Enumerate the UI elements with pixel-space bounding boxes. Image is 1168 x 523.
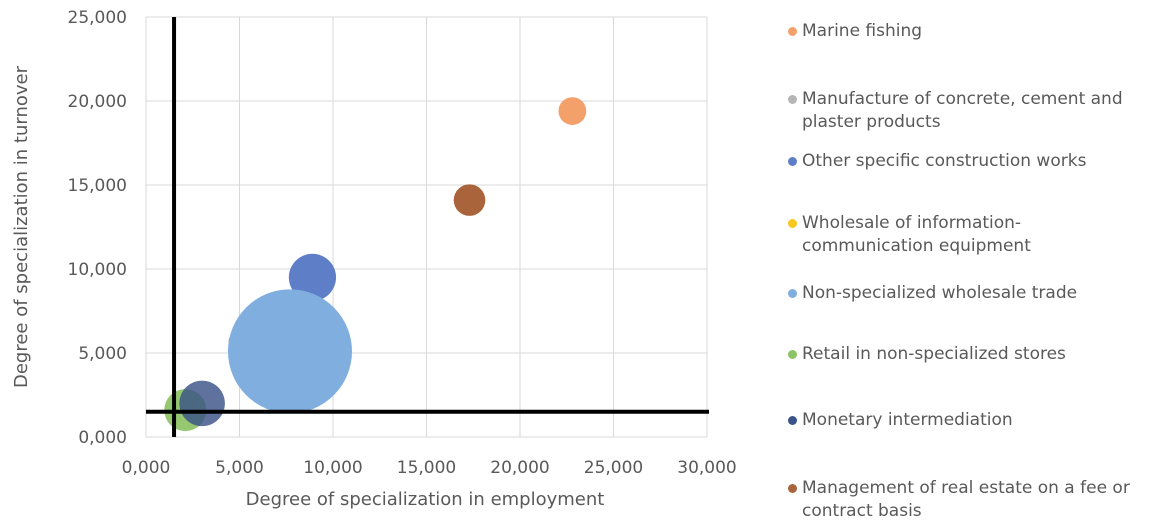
x-tick-label: 15,000 (397, 458, 456, 478)
legend-marker (788, 95, 797, 104)
x-tick-label: 5,000 (215, 458, 264, 478)
legend-marker (788, 219, 797, 228)
bubble (558, 97, 587, 125)
legend-label: Management of real estate on a fee or co… (802, 478, 1130, 521)
x-axis-label: Degree of specialization in employment (246, 489, 605, 510)
legend-label: Retail in non-specialized stores (802, 344, 1066, 364)
x-tick-label: 10,000 (303, 458, 362, 478)
legend-marker (788, 350, 797, 359)
bubble (227, 289, 352, 414)
bubble-chart: 0,000 5,000 10,000 15,000 20,000 25,000 30,000… (11, 8, 737, 510)
x-tick-label: 30,000 (677, 458, 736, 478)
bubble (288, 253, 337, 302)
y-tick-label: 15,000 (68, 176, 127, 196)
legend-marker (788, 157, 797, 166)
x-tick-label: 25,000 (584, 458, 643, 478)
legend-label: Manufacture of concrete, cement and plas… (802, 89, 1123, 132)
legend-label: Other specific construction works (802, 151, 1087, 171)
y-axis-label: Degree of specialization in turnover (11, 65, 32, 388)
legend: Marine fishing Manufacture of concrete, c… (788, 0, 1168, 521)
y-tick-label: 20,000 (68, 92, 127, 112)
legend-marker (788, 289, 797, 298)
bubble (179, 380, 225, 427)
legend-marker (788, 27, 797, 36)
legend-item: Retail in non-specialized stores (788, 343, 1066, 366)
legend-item: Manufacture of concrete, cement and plas… (788, 88, 1123, 134)
legend-label: Wholesale of information- communication … (802, 213, 1031, 256)
x-tick-label: 0,000 (122, 458, 171, 478)
legend-label: Monetary intermediation (802, 410, 1013, 430)
legend-item: Wholesale of information- communication … (788, 212, 1031, 258)
x-tick-label: 20,000 (490, 458, 549, 478)
legend-item: Non-specialized wholesale trade (788, 282, 1077, 305)
tick-labels: 0,000 5,000 10,000 15,000 20,000 25,000 30,000… (68, 8, 737, 478)
legend-label: Marine fishing (802, 21, 923, 41)
y-tick-label: 0,000 (78, 428, 127, 448)
legend-item: Monetary intermediation (788, 409, 1013, 432)
y-tick-label: 25,000 (68, 8, 127, 28)
legend-item: Management of real estate on a fee or co… (788, 477, 1130, 523)
gridlines (145, 16, 708, 438)
legend-marker (788, 416, 797, 425)
legend-item: Marine fishing (788, 20, 922, 43)
y-tick-label: 10,000 (68, 260, 127, 280)
reference-lines (146, 17, 709, 437)
bubble-layer (164, 97, 587, 432)
legend-marker (788, 484, 797, 493)
legend-label: Non-specialized wholesale trade (802, 283, 1078, 303)
legend-item: Other specific construction works (788, 150, 1086, 173)
y-tick-label: 5,000 (78, 344, 127, 364)
bubble (453, 184, 486, 216)
